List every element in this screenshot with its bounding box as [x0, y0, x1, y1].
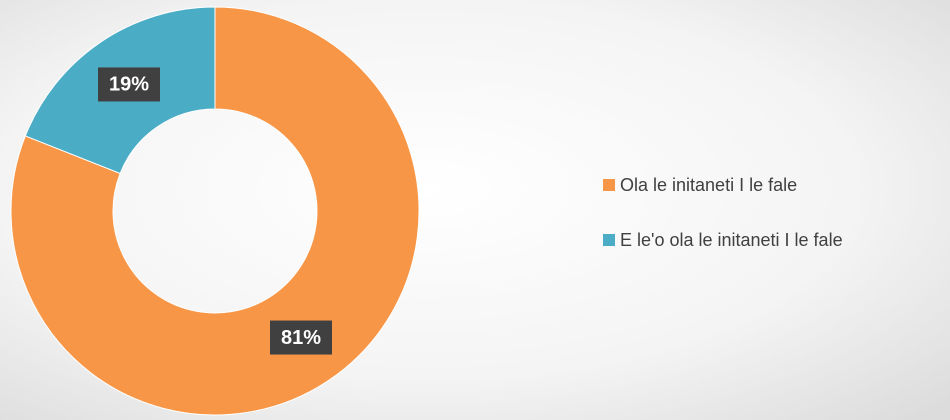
legend-swatch	[603, 179, 615, 191]
data-label: 19%	[109, 74, 149, 96]
data-label: 81%	[281, 327, 321, 349]
donut-slice	[10, 6, 420, 416]
legend-label: E le'o ola le initaneti I le fale	[620, 230, 843, 250]
legend-label: Ola le initaneti I le fale	[620, 175, 797, 195]
data-label-box	[269, 320, 332, 355]
data-label-box	[98, 67, 161, 102]
legend-swatch	[603, 234, 615, 246]
